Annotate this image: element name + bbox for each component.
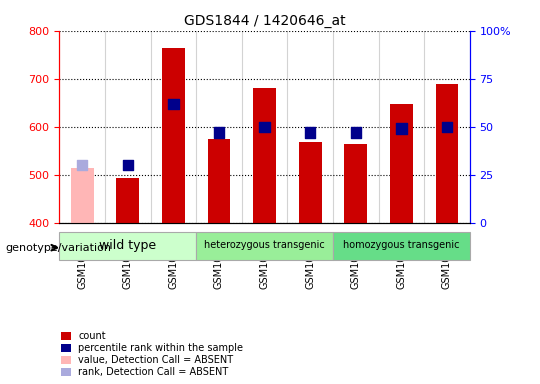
Bar bbox=[436, 84, 458, 223]
Bar bbox=[59, 232, 196, 260]
Bar bbox=[299, 142, 322, 223]
Bar bbox=[71, 167, 93, 223]
Bar bbox=[196, 232, 333, 260]
Bar bbox=[345, 144, 367, 223]
Point bbox=[397, 126, 406, 132]
Title: GDS1844 / 1420646_at: GDS1844 / 1420646_at bbox=[184, 14, 346, 28]
Point bbox=[260, 124, 269, 130]
Bar bbox=[117, 178, 139, 223]
Point bbox=[215, 129, 224, 136]
Point bbox=[352, 129, 360, 136]
Text: heterozygous transgenic: heterozygous transgenic bbox=[204, 240, 325, 250]
Point bbox=[124, 162, 132, 168]
Point bbox=[306, 129, 314, 136]
Text: wild type: wild type bbox=[99, 238, 157, 252]
Bar bbox=[253, 88, 276, 223]
Bar bbox=[390, 104, 413, 223]
Point bbox=[78, 162, 86, 168]
Legend: count, percentile rank within the sample, value, Detection Call = ABSENT, rank, : count, percentile rank within the sample… bbox=[59, 329, 245, 379]
Point bbox=[169, 101, 178, 107]
Bar bbox=[162, 48, 185, 223]
Text: genotype/variation: genotype/variation bbox=[5, 243, 111, 253]
Bar bbox=[207, 139, 231, 223]
Text: homozygous transgenic: homozygous transgenic bbox=[343, 240, 460, 250]
Point bbox=[443, 124, 451, 130]
Bar bbox=[333, 232, 470, 260]
